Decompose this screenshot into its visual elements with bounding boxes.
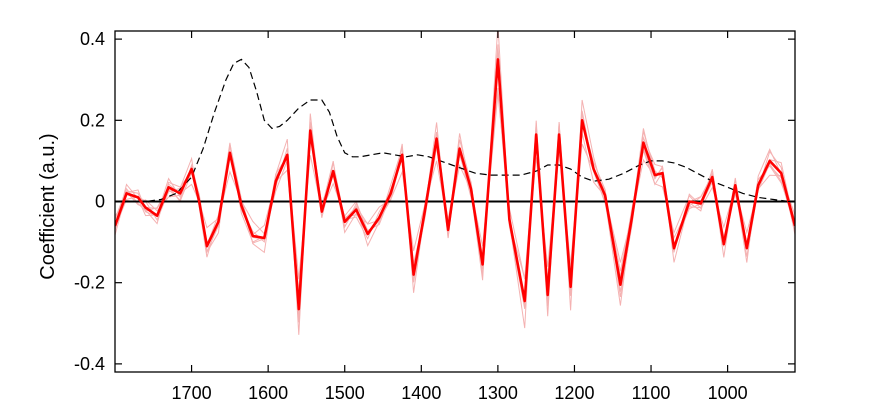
y-tick-label: 0.2: [80, 110, 105, 130]
x-tick-label: 1200: [554, 383, 594, 403]
x-tick-label: 1400: [401, 383, 441, 403]
x-axis: 1700 1600 1500 1400 1300 1200 1100 1000: [172, 31, 748, 403]
y-tick-label: -0.2: [74, 273, 105, 293]
y-tick-label: 0.4: [80, 29, 105, 49]
y-axis: -0.4 -0.2 0 0.2 0.4: [74, 29, 795, 374]
x-tick-label: 1700: [172, 383, 212, 403]
mean-coefficient-line: [115, 58, 795, 311]
y-tick-label: 0: [95, 192, 105, 212]
x-tick-label: 1100: [632, 383, 671, 403]
y-axis-label: Coefficient (a.u.): [37, 133, 59, 279]
x-tick-label: 1000: [708, 383, 748, 403]
x-tick-label: 1300: [478, 383, 518, 403]
x-tick-label: 1500: [325, 383, 365, 403]
y-tick-label: -0.4: [74, 354, 105, 374]
reference-spectrum-line: [115, 58, 795, 203]
x-tick-label: 1600: [248, 383, 288, 403]
